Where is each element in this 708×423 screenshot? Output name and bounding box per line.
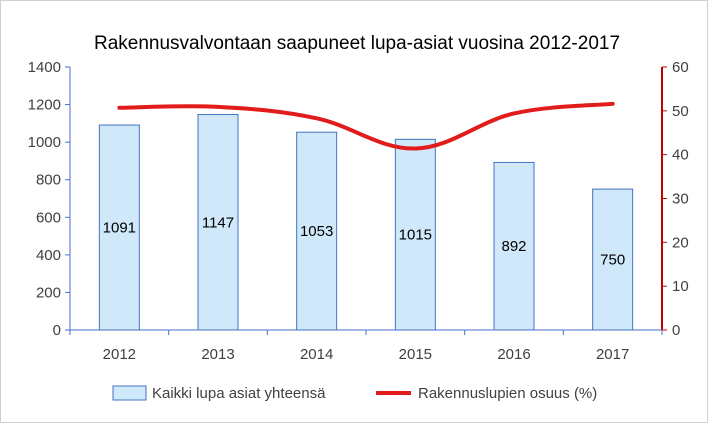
x-tick-2015: 2015 <box>399 346 432 363</box>
data-label-2015: 1015 <box>399 227 432 244</box>
data-label-2017: 750 <box>600 252 625 269</box>
line-point-2016 <box>513 112 515 114</box>
y-left-tick-200: 200 <box>36 284 61 301</box>
data-label-2013: 1147 <box>202 214 234 231</box>
line-point-2014 <box>316 117 318 119</box>
y-right-tick-60: 60 <box>672 59 689 76</box>
legend-line-label: Rakennuslupien osuus (%) <box>418 385 597 402</box>
x-tick-2014: 2014 <box>300 346 333 363</box>
y-left-tick-600: 600 <box>36 209 61 226</box>
data-labels: 1091 1147 1053 1015 892 750 <box>103 214 626 268</box>
line-series <box>117 101 615 151</box>
y-right-tick-40: 40 <box>672 147 689 164</box>
y-left-tick-400: 400 <box>36 247 61 264</box>
y-right-tick-10: 10 <box>672 278 689 295</box>
y-right-tick-0: 0 <box>672 322 680 339</box>
bar-2014 <box>296 131 338 331</box>
bar-2012 <box>98 124 140 331</box>
line-point-2017 <box>612 103 614 105</box>
x-tick-2013: 2013 <box>201 346 234 363</box>
line-point-2013 <box>217 106 219 108</box>
data-label-2012: 1091 <box>103 220 136 237</box>
y-left-tick-1400: 1400 <box>28 59 61 76</box>
x-tick-2016: 2016 <box>497 346 530 363</box>
legend-bar-label: Kaikki lupa asiat yhteensä <box>152 385 326 402</box>
bar-2016 <box>493 161 535 331</box>
y-right-tick-30: 30 <box>672 191 689 208</box>
data-label-2016: 892 <box>501 238 526 255</box>
line-point-2012 <box>118 107 120 109</box>
axes: 0 200 400 600 800 1000 1200 1400 0 10 20 30 40 50 60 20… <box>28 59 689 363</box>
chart-title: Rakennusvalvontaan saapuneet lupa-asiat … <box>94 33 620 54</box>
y-left-tick-800: 800 <box>36 172 61 189</box>
line-share <box>117 101 615 151</box>
bar-series <box>98 114 634 331</box>
x-tick-2017: 2017 <box>596 346 629 363</box>
y-left-tick-1000: 1000 <box>28 134 61 151</box>
line-point-2015 <box>414 148 416 150</box>
legend-bar-swatch <box>112 385 147 401</box>
y-left-tick-1200: 1200 <box>28 97 61 114</box>
x-tick-2012: 2012 <box>103 346 136 363</box>
y-left-tick-0: 0 <box>53 322 61 339</box>
y-right-tick-50: 50 <box>672 103 689 120</box>
bar-2013 <box>197 114 239 331</box>
y-right-tick-20: 20 <box>672 234 689 251</box>
data-label-2014: 1053 <box>300 223 333 240</box>
legend: Kaikki lupa asiat yhteensä Rakennuslupien… <box>112 385 597 402</box>
